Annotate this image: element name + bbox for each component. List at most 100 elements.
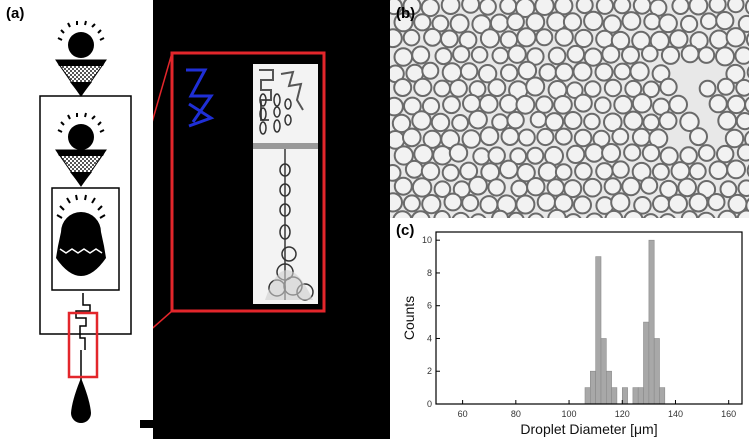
x-tick-label: 60 xyxy=(458,409,468,419)
droplet xyxy=(487,146,506,165)
droplet xyxy=(727,0,745,14)
droplet xyxy=(393,12,414,33)
droplet xyxy=(536,192,557,212)
droplet xyxy=(393,176,413,196)
droplet xyxy=(547,208,567,218)
droplet xyxy=(536,127,555,147)
droplet xyxy=(554,27,574,47)
droplet xyxy=(573,93,593,113)
droplet xyxy=(583,112,601,131)
droplet xyxy=(517,128,536,147)
droplet xyxy=(526,146,545,165)
droplet xyxy=(401,127,422,148)
droplet xyxy=(440,0,461,15)
histogram-bar xyxy=(600,338,607,405)
droplet xyxy=(641,143,661,163)
droplet xyxy=(621,176,641,197)
droplet xyxy=(420,161,441,182)
droplet xyxy=(736,209,749,218)
droplet xyxy=(621,45,640,65)
droplet xyxy=(652,194,671,213)
droplet xyxy=(573,195,592,215)
droplet xyxy=(601,44,621,64)
panel-a-label: (a) xyxy=(6,5,25,22)
droplet xyxy=(688,192,709,213)
histogram-bar xyxy=(632,387,639,405)
droplet xyxy=(553,95,573,115)
droplet xyxy=(472,147,491,166)
droplet xyxy=(566,144,586,164)
droplet xyxy=(680,44,700,64)
droplet xyxy=(421,61,440,80)
droplet xyxy=(390,28,403,49)
histogram-bar xyxy=(622,387,628,405)
droplet xyxy=(642,213,659,218)
droplet xyxy=(529,110,548,129)
droplet xyxy=(623,110,644,131)
droplet xyxy=(391,113,412,134)
droplet xyxy=(573,128,593,148)
droplet xyxy=(411,177,433,198)
droplet xyxy=(680,210,699,218)
y-tick-label: 0 xyxy=(427,399,432,409)
droplet xyxy=(585,212,604,218)
droplet xyxy=(659,77,678,97)
y-tick-label: 8 xyxy=(427,268,432,278)
droplet xyxy=(610,30,631,51)
droplet xyxy=(479,195,499,215)
droplet xyxy=(479,126,500,147)
droplet xyxy=(621,11,642,31)
droplet xyxy=(452,45,471,64)
droplet xyxy=(735,112,749,131)
droplet xyxy=(491,113,509,131)
droplet xyxy=(566,81,584,99)
droplet xyxy=(584,143,604,163)
droplet xyxy=(449,13,470,34)
droplet xyxy=(698,79,717,98)
droplet xyxy=(433,210,451,218)
droplet xyxy=(602,14,622,34)
outlet-drop xyxy=(71,378,91,423)
droplet xyxy=(459,62,479,81)
droplet xyxy=(563,179,583,199)
droplet xyxy=(648,128,669,149)
droplet xyxy=(603,177,622,196)
droplet xyxy=(442,95,461,115)
device-schematic xyxy=(39,20,153,428)
droplet xyxy=(737,179,749,197)
droplet xyxy=(500,127,520,146)
droplet xyxy=(526,177,546,197)
droplet xyxy=(624,79,643,98)
droplet xyxy=(716,77,735,96)
droplet xyxy=(613,0,632,15)
droplet xyxy=(601,143,622,163)
droplet xyxy=(745,197,749,214)
droplet xyxy=(651,162,670,181)
x-tick-label: 120 xyxy=(615,409,630,419)
highlight-box xyxy=(67,311,99,379)
droplet xyxy=(462,93,481,113)
droplet xyxy=(575,0,594,15)
droplet xyxy=(708,160,729,180)
droplet xyxy=(470,46,489,64)
histogram-bar xyxy=(653,338,660,405)
droplet xyxy=(736,143,749,162)
droplet xyxy=(499,94,519,114)
droplet xyxy=(402,194,421,213)
droplet xyxy=(716,144,735,164)
droplet xyxy=(640,44,659,63)
droplet xyxy=(390,0,403,16)
histogram-bar xyxy=(643,321,650,405)
droplet xyxy=(594,62,614,82)
y-tick-label: 6 xyxy=(427,301,432,311)
droplet xyxy=(413,13,432,32)
droplet xyxy=(499,159,519,180)
panel-b-label: (b) xyxy=(396,5,416,22)
droplet xyxy=(700,12,718,31)
droplet xyxy=(423,27,442,47)
droplet xyxy=(433,79,451,98)
droplet xyxy=(679,146,698,165)
mixing-channel xyxy=(75,293,91,380)
droplet xyxy=(737,14,749,33)
droplet xyxy=(432,145,453,166)
